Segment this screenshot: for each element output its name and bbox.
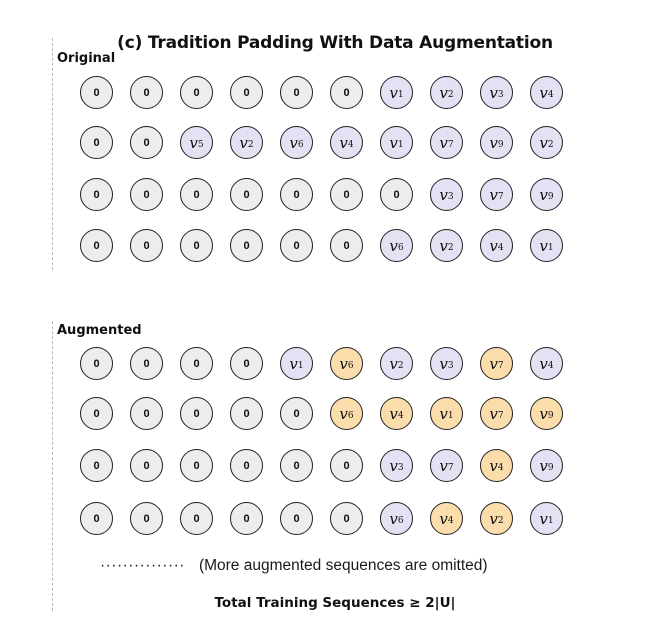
padding-zero-circle: 0 — [180, 397, 213, 430]
padding-zero-circle: 0 — [180, 229, 213, 262]
padding-zero-circle: 0 — [180, 347, 213, 380]
padding-zero-circle: 0 — [280, 76, 313, 109]
padding-zero-circle: 0 — [280, 449, 313, 482]
padding-zero-circle: 0 — [130, 347, 163, 380]
padding-zero-circle: 0 — [130, 76, 163, 109]
total-training-sequences-label: Total Training Sequences ≥ 2|U| — [214, 595, 456, 611]
padding-zero-circle: 0 — [80, 397, 113, 430]
diagram-title: (c) Tradition Padding With Data Augmenta… — [117, 33, 553, 53]
section-label-augmented: Augmented — [57, 323, 142, 338]
left-dashed-guide-top — [52, 38, 53, 270]
padding-zero-circle: 0 — [230, 449, 263, 482]
padding-zero-circle: 0 — [80, 76, 113, 109]
padding-zero-circle: 0 — [180, 178, 213, 211]
padding-zero-circle: 0 — [180, 76, 213, 109]
padding-zero-circle: 0 — [230, 76, 263, 109]
padding-zero-circle: 0 — [280, 397, 313, 430]
padding-zero-circle: 0 — [230, 397, 263, 430]
padding-zero-circle: 0 — [80, 449, 113, 482]
padding-zero-circle: 0 — [280, 229, 313, 262]
padding-zero-circle: 0 — [280, 178, 313, 211]
section-label-original: Original — [57, 51, 116, 66]
padding-zero-circle: 0 — [130, 178, 163, 211]
padding-zero-circle: 0 — [380, 178, 413, 211]
padding-zero-circle: 0 — [230, 229, 263, 262]
padding-zero-circle: 0 — [330, 76, 363, 109]
padding-zero-circle: 0 — [130, 502, 163, 535]
padding-zero-circle: 0 — [280, 502, 313, 535]
padding-zero-circle: 0 — [80, 502, 113, 535]
padding-zero-circle: 0 — [180, 502, 213, 535]
padding-zero-circle: 0 — [180, 449, 213, 482]
padding-zero-circle: 0 — [80, 347, 113, 380]
padding-zero-circle: 0 — [80, 229, 113, 262]
omitted-note-line: ··············· (More augmented sequences… — [100, 557, 488, 575]
padding-zero-circle: 0 — [130, 449, 163, 482]
padding-zero-circle: 0 — [230, 178, 263, 211]
padding-zero-circle: 0 — [330, 449, 363, 482]
padding-zero-circle: 0 — [80, 178, 113, 211]
padding-zero-circle: 0 — [130, 126, 163, 159]
left-dashed-guide-bottom — [52, 321, 53, 611]
padding-zero-circle: 0 — [330, 229, 363, 262]
omitted-dots: ··············· — [100, 557, 185, 574]
padding-zero-circle: 0 — [130, 229, 163, 262]
omitted-note-text: (More augmented sequences are omitted) — [198, 557, 488, 574]
padding-zero-circle: 0 — [330, 502, 363, 535]
padding-zero-circle: 0 — [230, 502, 263, 535]
padding-zero-circle: 0 — [80, 126, 113, 159]
padding-zero-circle: 0 — [230, 347, 263, 380]
padding-zero-circle: 0 — [330, 178, 363, 211]
padding-zero-circle: 0 — [130, 397, 163, 430]
